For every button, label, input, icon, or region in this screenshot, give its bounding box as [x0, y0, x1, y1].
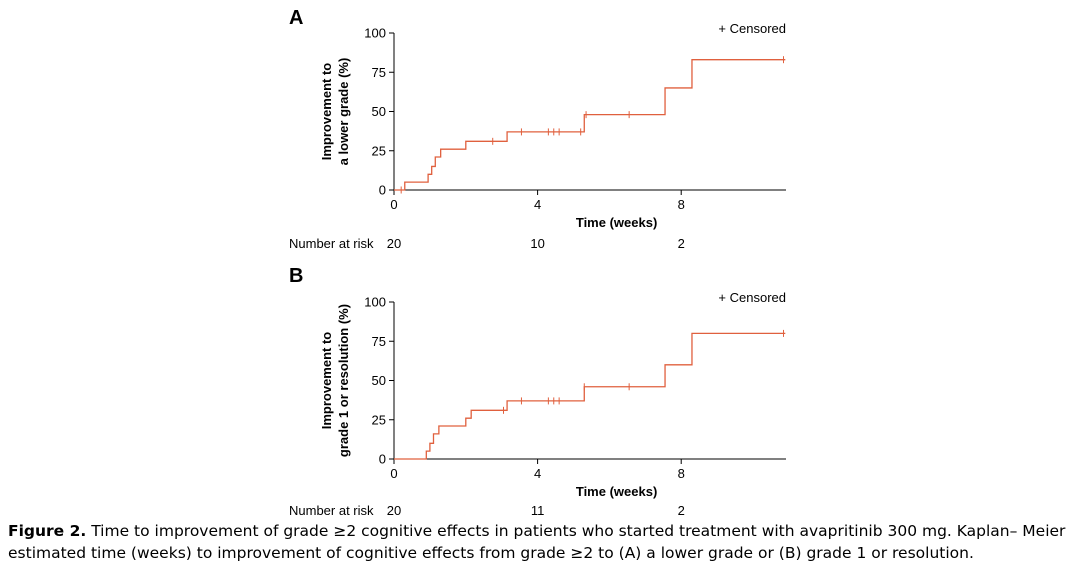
panel-b-x-tick-label: 4 — [534, 466, 541, 481]
panel-a-x-tick-label: 0 — [390, 197, 397, 212]
panel-b-km-curve — [394, 332, 786, 460]
panel-b-risk-count: 2 — [678, 503, 685, 518]
panel-b-y-tick-label: 100 — [364, 295, 386, 310]
panel-b-y-tick-label: 0 — [379, 452, 386, 467]
panel-a-y-axis-title-line1: Improvement to — [319, 63, 334, 161]
panel-b-y-tick-label: 25 — [372, 412, 386, 427]
panel-a-y-tick-label: 100 — [364, 26, 386, 41]
panel-b-risk-count: 20 — [387, 503, 401, 518]
caption-text: Time to improvement of grade ≥2 cognitiv… — [8, 522, 1066, 562]
panel-b-y-axis-title-line1: Improvement to — [319, 332, 334, 430]
panel-a-risk-label: Number at risk — [289, 236, 374, 251]
panel-a-risk-count: 10 — [530, 236, 544, 251]
panel-b-x-tick-label: 8 — [678, 466, 685, 481]
panel-b-x-tick-label: 0 — [390, 466, 397, 481]
panel-label-b: B — [289, 265, 304, 287]
panel-b-legend-censored: + Censored — [718, 290, 786, 305]
panel-a-risk-count: 20 — [387, 236, 401, 251]
panel-a-x-tick-label: 8 — [678, 197, 685, 212]
panel-a-y-tick-label: 75 — [372, 65, 386, 80]
figure-caption: Figure 2. Time to improvement of grade ≥… — [8, 520, 1076, 564]
panel-b-y-tick-label: 50 — [372, 373, 386, 388]
panel-a-km-curve — [394, 59, 786, 191]
panel-b-y-axis-title-line2: grade 1 or resolution (%) — [336, 304, 351, 457]
panel-b-x-axis-title: Time (weeks) — [576, 484, 657, 499]
panel-label-a: A — [289, 7, 304, 29]
panel-a-y-axis-title-line2: a lower grade (%) — [336, 58, 351, 166]
panel-a-risk-count: 2 — [678, 236, 685, 251]
panel-a-y-tick-label: 50 — [372, 104, 386, 119]
panel-a-x-axis-title: Time (weeks) — [576, 215, 657, 230]
panel-a-y-tick-label: 25 — [372, 143, 386, 158]
panel-a-legend-censored: + Censored — [718, 21, 786, 36]
panel-a-x-tick-label: 4 — [534, 197, 541, 212]
panel-b-risk-count: 11 — [531, 503, 545, 518]
panel-b-y-tick-label: 75 — [372, 334, 386, 349]
panel-b-risk-label: Number at risk — [289, 503, 374, 518]
panel-a-y-tick-label: 0 — [379, 183, 386, 198]
caption-label: Figure 2. — [8, 522, 87, 540]
